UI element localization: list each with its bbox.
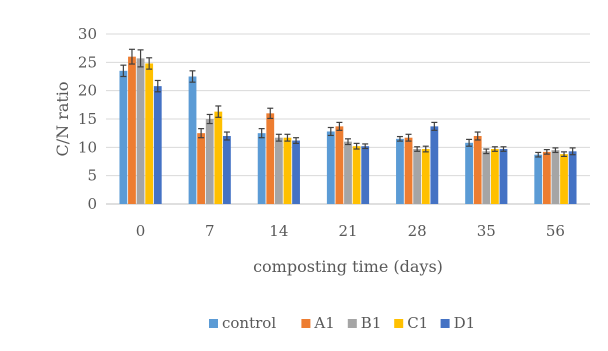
y-tick-label: 25	[78, 53, 97, 71]
x-tick-label: 56	[546, 222, 565, 240]
y-tick-label: 20	[78, 82, 97, 100]
x-tick-label: 14	[269, 222, 288, 240]
bar-control-56	[534, 154, 543, 204]
legend-label-D1: D1	[454, 314, 476, 332]
bar-control-7	[188, 76, 197, 204]
legend: control A1 B1 C1 D1	[209, 314, 475, 332]
bar-A1-14	[266, 113, 275, 204]
x-tick-label: 0	[136, 222, 146, 240]
legend-swatch-A1	[301, 319, 311, 328]
y-tick-label: 15	[78, 110, 97, 128]
bar-C1-28	[421, 149, 430, 204]
bar-control-21	[326, 131, 335, 204]
y-axis-title: C/N ratio	[53, 81, 72, 156]
bar-A1-7	[197, 133, 206, 204]
bar-control-35	[465, 142, 473, 204]
y-axis-ticks: 0 5 10 15 20 25 30	[78, 25, 97, 213]
bar-A1-0	[128, 56, 136, 204]
legend-swatch-D1	[440, 319, 450, 328]
bar-B1-14	[274, 137, 283, 204]
x-axis-ticks: 0 7 14 21 28 35 56	[136, 222, 565, 240]
bar-B1-28	[413, 149, 422, 204]
bar-C1-21	[352, 146, 361, 204]
bar-A1-28	[404, 137, 413, 204]
bar-B1-7	[205, 119, 214, 204]
bar-C1-14	[283, 137, 292, 204]
legend-swatch-C1	[394, 319, 404, 328]
bar-D1-7	[223, 136, 231, 204]
y-tick-label: 5	[87, 167, 97, 185]
bar-D1-56	[568, 151, 577, 204]
bar-C1-0	[145, 63, 154, 204]
bar-B1-0	[136, 58, 145, 204]
bar-D1-0	[153, 86, 162, 204]
bar-D1-28	[430, 126, 439, 204]
bar-A1-35	[473, 136, 482, 204]
legend-swatch-B1	[347, 319, 357, 328]
bar-control-14	[257, 133, 266, 204]
bar-D1-35	[499, 149, 508, 204]
y-tick-label: 30	[78, 25, 97, 43]
bar-B1-21	[344, 141, 352, 204]
bar-A1-21	[335, 126, 344, 204]
legend-label-A1: A1	[313, 314, 334, 332]
y-tick-label: 10	[78, 138, 97, 156]
x-tick-label: 21	[338, 222, 357, 240]
x-tick-label: 35	[477, 222, 496, 240]
legend-swatch-control	[209, 319, 218, 328]
error-bars	[120, 48, 576, 158]
bar-B1-35	[482, 151, 491, 204]
bars	[119, 56, 577, 204]
legend-label-C1: C1	[407, 314, 428, 332]
bar-C1-35	[490, 149, 499, 204]
bar-C1-7	[214, 111, 223, 204]
x-tick-label: 7	[205, 222, 215, 240]
bar-C1-56	[560, 154, 568, 204]
legend-label-B1: B1	[361, 314, 382, 332]
bar-D1-21	[361, 146, 370, 204]
bar-D1-14	[292, 140, 300, 204]
bar-control-0	[119, 70, 128, 204]
bar-control-28	[396, 138, 404, 204]
bar-A1-56	[542, 151, 551, 204]
x-axis-title: composting time (days)	[253, 257, 443, 276]
bar-B1-56	[551, 150, 560, 204]
legend-label-control: control	[222, 314, 276, 332]
y-tick-label: 0	[87, 195, 97, 213]
x-tick-label: 28	[408, 222, 427, 240]
